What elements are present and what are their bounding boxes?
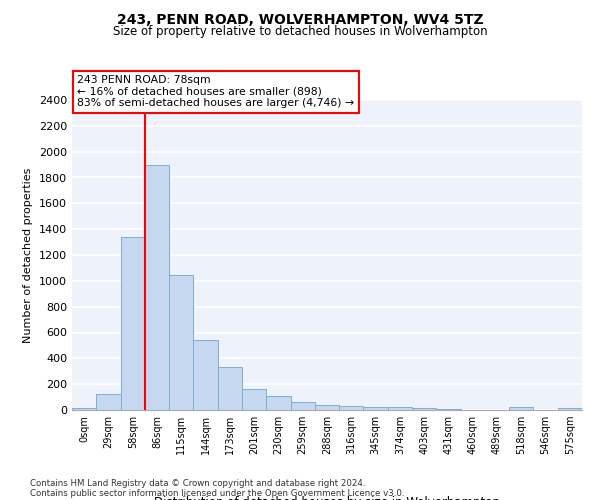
Bar: [558, 408, 582, 410]
Bar: [339, 406, 364, 410]
Bar: [218, 366, 242, 410]
Bar: [169, 275, 193, 410]
Text: Size of property relative to detached houses in Wolverhampton: Size of property relative to detached ho…: [113, 25, 487, 38]
Bar: [72, 408, 96, 410]
Bar: [315, 405, 339, 410]
Text: Contains HM Land Registry data © Crown copyright and database right 2024.: Contains HM Land Registry data © Crown c…: [30, 478, 365, 488]
Bar: [509, 408, 533, 410]
Text: Contains public sector information licensed under the Open Government Licence v3: Contains public sector information licen…: [30, 488, 404, 498]
Bar: [412, 408, 436, 410]
Bar: [388, 408, 412, 410]
Bar: [121, 237, 145, 410]
Bar: [266, 396, 290, 410]
Bar: [145, 164, 169, 410]
Bar: [242, 388, 266, 410]
Bar: [290, 402, 315, 410]
Bar: [96, 394, 121, 410]
Bar: [364, 407, 388, 410]
Y-axis label: Number of detached properties: Number of detached properties: [23, 168, 34, 342]
Text: 243, PENN ROAD, WOLVERHAMPTON, WV4 5TZ: 243, PENN ROAD, WOLVERHAMPTON, WV4 5TZ: [116, 12, 484, 26]
Bar: [193, 340, 218, 410]
X-axis label: Distribution of detached houses by size in Wolverhampton: Distribution of detached houses by size …: [154, 496, 500, 500]
Text: 243 PENN ROAD: 78sqm
← 16% of detached houses are smaller (898)
83% of semi-deta: 243 PENN ROAD: 78sqm ← 16% of detached h…: [77, 75, 354, 108]
